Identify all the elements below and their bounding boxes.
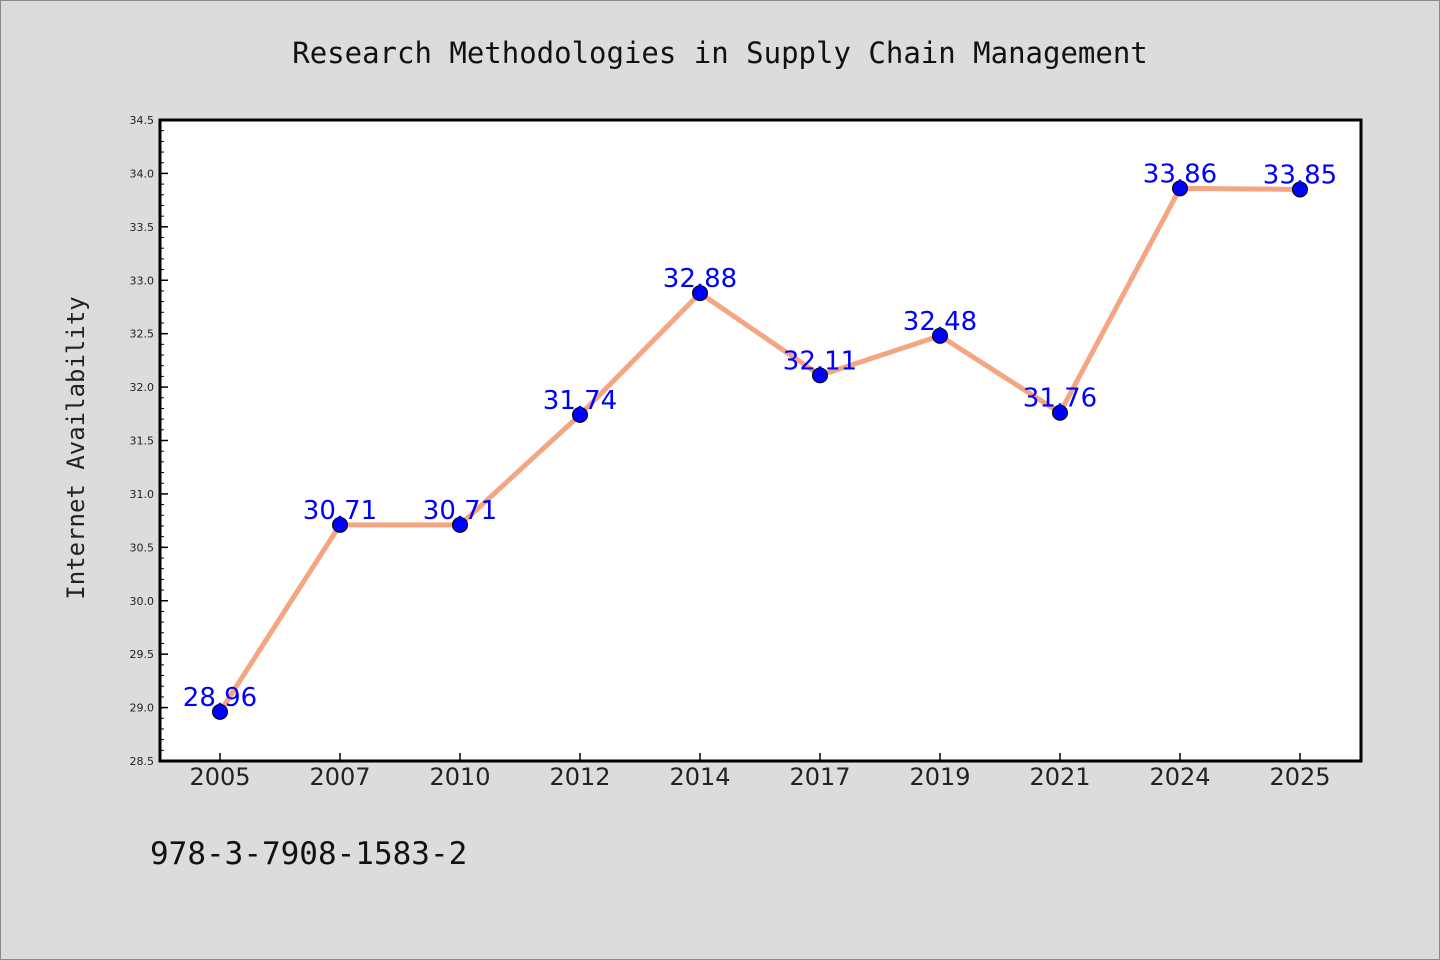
data-label: 31.74	[543, 386, 617, 416]
x-tick-label: 2017	[789, 763, 850, 791]
data-point-marker	[932, 327, 948, 344]
y-tick-label: 30.5	[130, 541, 155, 554]
data-label: 33.85	[1263, 160, 1337, 190]
data-label: 33.86	[1143, 159, 1217, 189]
y-tick-label: 34.0	[130, 167, 155, 180]
y-tick-label: 31.5	[130, 435, 155, 448]
data-label: 32.88	[663, 264, 737, 294]
x-tick-label: 2025	[1269, 763, 1330, 791]
data-point-marker	[212, 703, 228, 720]
y-axis-label: Internet Availability	[62, 296, 90, 599]
x-tick-label: 2019	[909, 763, 970, 791]
x-tick-label: 2014	[669, 763, 730, 791]
y-tick-label: 33.5	[130, 221, 155, 234]
x-tick-label: 2021	[1029, 763, 1090, 791]
data-point-marker	[572, 406, 588, 423]
x-tick-label: 2010	[429, 763, 490, 791]
y-axis-ticks: 28.5 29.0 29.5 30.0 30.5 31.0 31.5 32.0 32.5 33.0…	[130, 114, 168, 768]
y-tick-label: 34.5	[130, 114, 155, 127]
data-point-marker	[692, 285, 708, 302]
x-axis-ticks: 2005 2007 2010 2012 2014 2017 2019 2021 2024 2025	[189, 753, 1331, 791]
x-tick-label: 2012	[549, 763, 610, 791]
isbn-footer: 978-3-7908-1583-2	[150, 836, 467, 872]
y-tick-label: 30.0	[130, 595, 155, 608]
data-point-marker	[1292, 181, 1308, 198]
data-labels: 28.96 30.71 30.71 31.74 32.88 32.11 32.48 31.76…	[183, 159, 1337, 712]
x-tick-label: 2024	[1149, 763, 1210, 791]
data-label: 28.96	[183, 683, 257, 713]
data-point-marker	[812, 367, 828, 384]
x-tick-label: 2007	[309, 763, 370, 791]
y-tick-label: 32.5	[130, 328, 155, 341]
data-label: 31.76	[1023, 384, 1097, 414]
data-point-marker	[1172, 180, 1188, 197]
y-tick-label: 32.0	[130, 381, 155, 394]
y-tick-label: 33.0	[130, 274, 155, 287]
data-label: 30.71	[303, 496, 377, 526]
data-point-marker	[1052, 404, 1068, 421]
y-tick-label: 28.5	[130, 755, 155, 768]
series-line	[217, 185, 1301, 714]
data-point-marker	[452, 516, 468, 533]
data-label: 32.48	[903, 307, 977, 337]
y-tick-label: 31.0	[130, 488, 155, 501]
series-group	[212, 180, 1308, 720]
y-tick-label: 29.5	[130, 648, 155, 661]
data-label: 32.11	[783, 346, 857, 376]
data-label: 30.71	[423, 496, 497, 526]
x-tick-label: 2005	[189, 763, 250, 791]
chart-title: Research Methodologies in Supply Chain M…	[292, 36, 1148, 70]
data-point-marker	[332, 516, 348, 533]
y-tick-label: 29.0	[130, 702, 155, 715]
plot-area	[158, 118, 1363, 763]
